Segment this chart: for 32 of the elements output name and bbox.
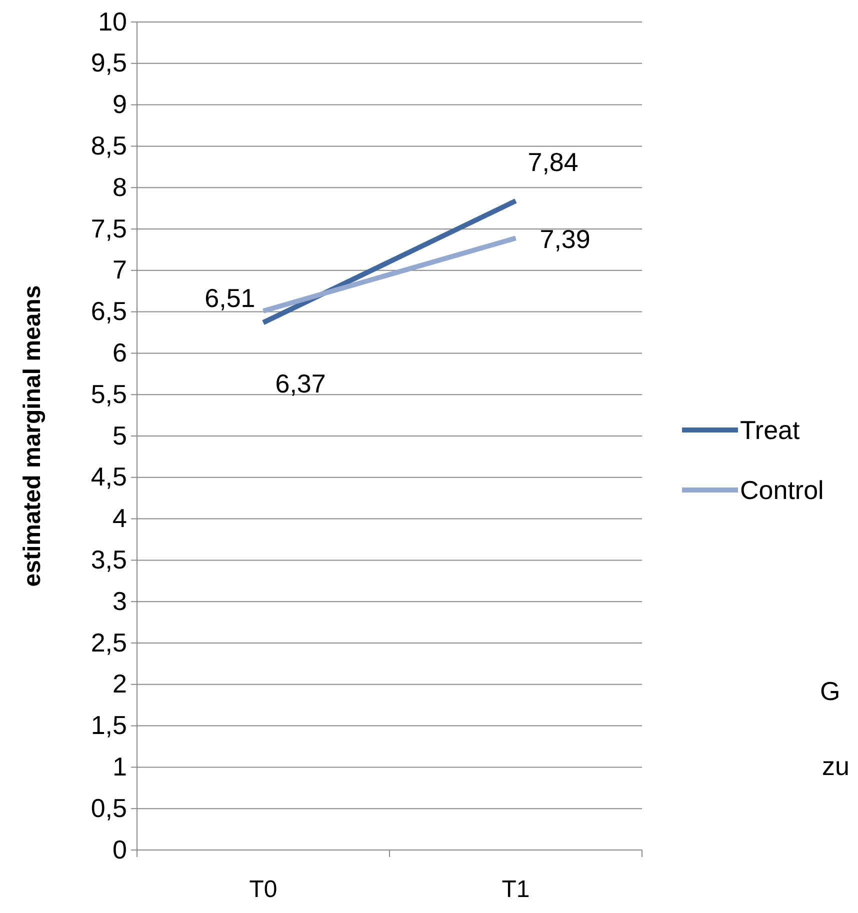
y-tick-label: 7,5 [90, 213, 127, 244]
y-axis-title: estimated marginal means [19, 285, 46, 587]
y-tick-label: 4 [112, 503, 127, 534]
y-tick-label: 8 [112, 172, 127, 202]
y-tick-label: 9 [112, 89, 127, 120]
y-tick-label: 3,5 [90, 544, 127, 575]
x-tick-label: T0 [249, 876, 278, 904]
data-label: 7,84 [528, 146, 578, 177]
x-tick-label: T1 [502, 876, 530, 904]
y-tick-label: 7 [112, 254, 127, 285]
legend-label: Treat [740, 415, 800, 445]
text: zu [822, 751, 850, 781]
text: G [820, 676, 840, 706]
y-tick-label: 1,5 [90, 710, 127, 740]
y-tick-label: 2,5 [90, 627, 127, 658]
data-label: 6,37 [275, 368, 326, 399]
data-label: 7,39 [540, 224, 590, 254]
data-label: 6,51 [204, 282, 256, 313]
y-tick-label: 10 [98, 6, 127, 36]
y-tick-label: 6 [112, 338, 127, 368]
y-tick-label: 5,5 [90, 378, 127, 409]
y-tick-label: 6,5 [90, 296, 127, 326]
y-tick-label: 2 [112, 668, 127, 699]
y-tick-label: 9,5 [90, 48, 127, 78]
y-tick-label: 5 [112, 420, 127, 450]
y-tick-label: 8,5 [90, 130, 127, 161]
legend-label: Control [740, 475, 824, 505]
y-tick-label: 0,5 [90, 792, 127, 823]
y-tick-label: 4,5 [90, 462, 127, 492]
y-tick-label: 3 [112, 586, 127, 616]
y-tick-label: 0 [112, 834, 127, 864]
y-tick-label: 1 [112, 752, 127, 782]
